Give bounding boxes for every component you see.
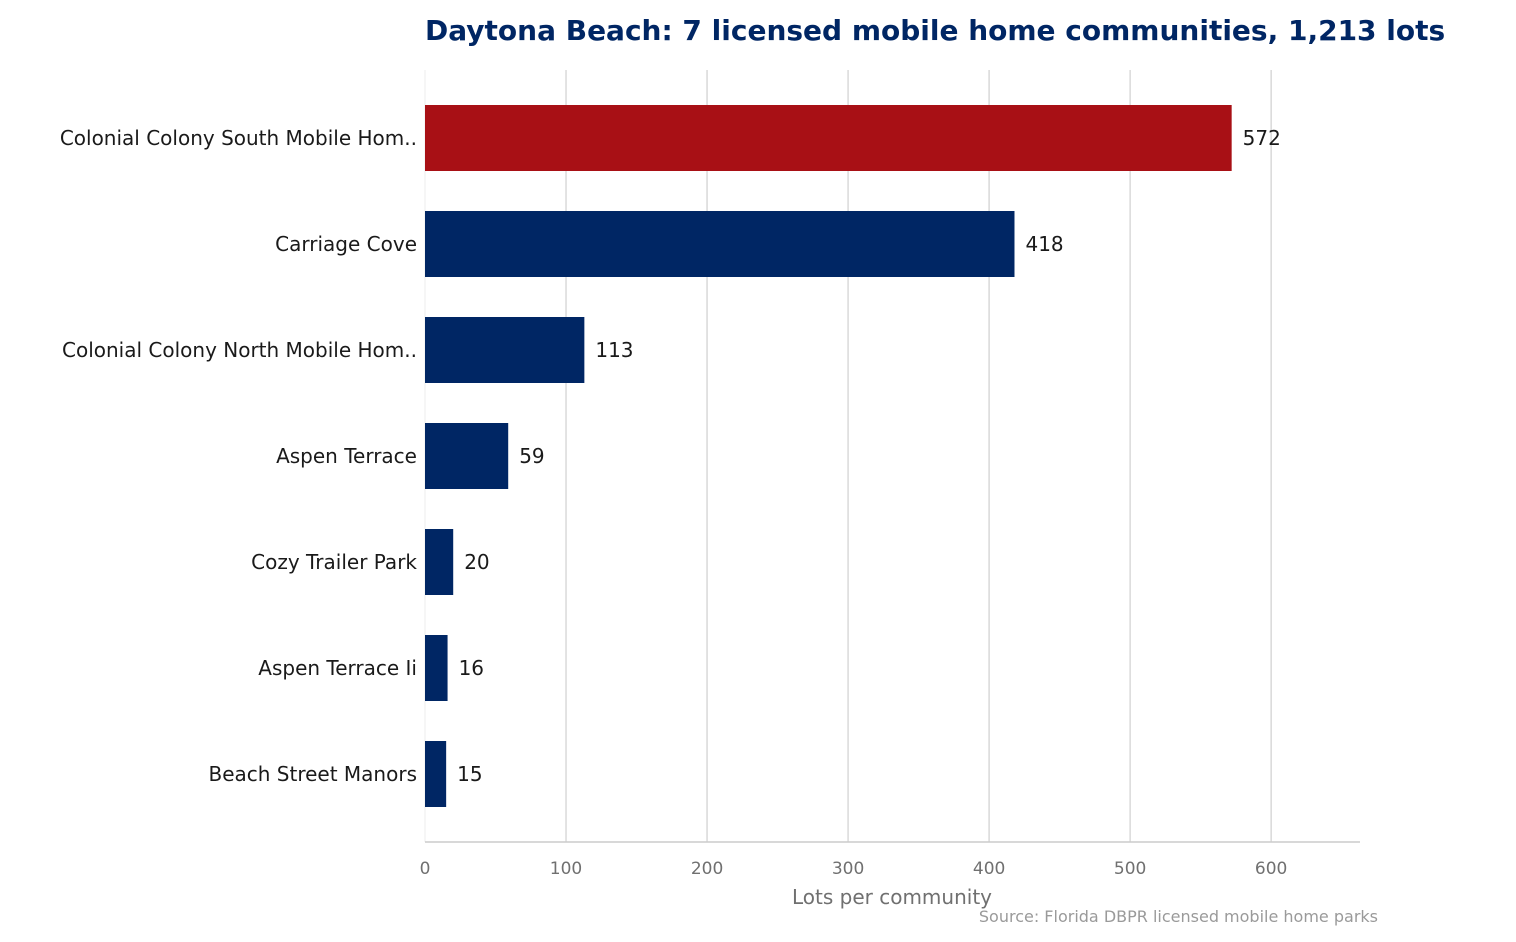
x-tick-label: 400 <box>973 859 1005 879</box>
category-labels: Colonial Colony South Mobile Hom.. Carria… <box>60 126 418 786</box>
source-note: Source: Florida DBPR licensed mobile hom… <box>979 907 1378 926</box>
x-tick-label: 500 <box>1114 859 1146 879</box>
bars <box>425 105 1232 807</box>
x-tick-label: 200 <box>691 859 723 879</box>
data-label: 113 <box>595 338 633 362</box>
bar <box>425 635 448 701</box>
bar <box>425 105 1232 171</box>
category-label: Cozy Trailer Park <box>251 550 417 574</box>
data-label: 20 <box>464 550 489 574</box>
value-labels: 572 418 113 59 20 16 15 <box>457 126 1281 786</box>
x-axis-ticks: 0 100 200 300 400 500 600 <box>420 859 1288 879</box>
x-tick-label: 0 <box>420 859 431 879</box>
data-label: 418 <box>1025 232 1063 256</box>
x-axis-label: Lots per community <box>792 885 992 909</box>
category-label: Aspen Terrace Ii <box>258 656 417 680</box>
category-label: Colonial Colony North Mobile Hom.. <box>62 338 417 362</box>
data-label: 572 <box>1243 126 1281 150</box>
category-label: Carriage Cove <box>275 232 417 256</box>
bar <box>425 741 447 807</box>
bar <box>425 317 585 383</box>
x-tick-label: 100 <box>550 859 582 879</box>
data-label: 15 <box>457 762 482 786</box>
bar <box>425 529 454 595</box>
data-label: 59 <box>519 444 544 468</box>
data-label: 16 <box>459 656 484 680</box>
category-label: Colonial Colony South Mobile Hom.. <box>60 126 417 150</box>
gridlines <box>424 70 1272 842</box>
chart-title: Daytona Beach: 7 licensed mobile home co… <box>425 14 1445 47</box>
bar <box>425 423 509 489</box>
category-label: Aspen Terrace <box>276 444 417 468</box>
category-label: Beach Street Manors <box>208 762 417 786</box>
x-tick-label: 300 <box>832 859 864 879</box>
x-tick-label: 600 <box>1255 859 1287 879</box>
bar <box>425 211 1015 277</box>
